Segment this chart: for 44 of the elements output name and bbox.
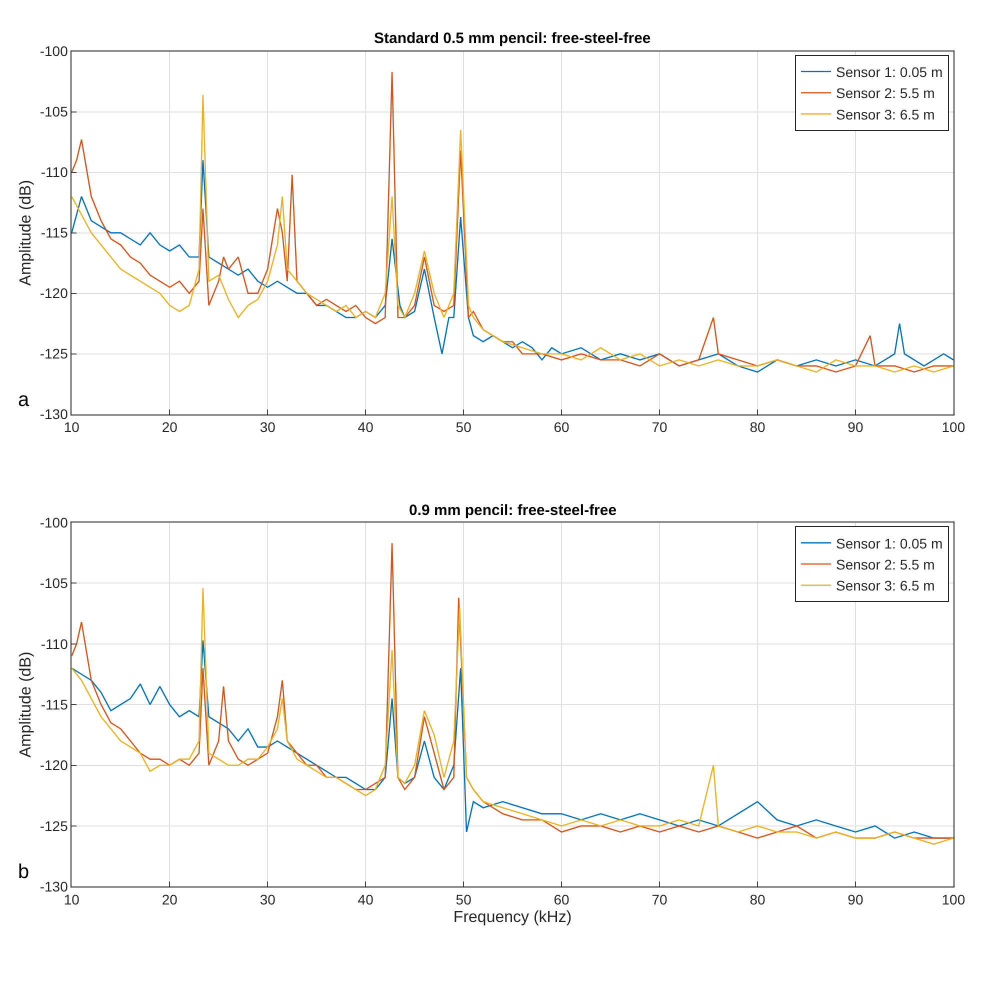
x-tick-label: 30 [260,419,276,436]
legend-label: Sensor 1: 0.05 m [836,64,943,80]
y-tick-label: -125 [40,818,68,834]
x-axis-title: Frequency (kHz) [453,909,572,926]
x-tick-label: 40 [358,891,374,908]
x-tick-label: 20 [162,891,178,908]
y-tick-label: -100 [40,514,68,530]
y-tick-label: -120 [40,757,68,774]
y-axis-title: Amplitude (dB) [18,652,35,758]
chart-title: 0.9 mm pencil: free-steel-free [409,502,617,519]
x-tick-label: 90 [848,891,864,908]
x-tick-label: 80 [750,891,766,908]
legend-label: Sensor 3: 6.5 m [836,106,935,122]
y-tick-label: -100 [40,43,68,60]
y-tick-label: -125 [40,346,68,362]
x-tick-label: 90 [848,419,864,436]
text: b [18,861,30,883]
text: a [18,389,30,411]
chart-title: Standard 0.5 mm pencil: free-steel-free [374,30,651,47]
y-tick-label: -115 [40,696,68,712]
x-tick-label: 60 [554,419,570,436]
line-series [72,160,954,373]
x-tick-label: 70 [652,891,668,908]
legend-label: Sensor 2: 5.5 m [836,556,935,572]
legend-label: Sensor 1: 0.05 m [836,535,943,552]
x-tick-label: 50 [456,891,472,908]
x-tick-label: 100 [942,419,966,436]
x-tick-label: 20 [162,419,178,436]
x-tick-label: 100 [942,891,966,908]
legend-label: Sensor 2: 5.5 m [836,85,935,102]
x-tick-label: 60 [554,891,570,908]
y-axis-title: Amplitude (dB) [18,180,35,286]
y-tick-label: -115 [40,224,68,241]
y-tick-label: -110 [40,164,68,180]
y-tick-label: -120 [40,285,68,302]
y-tick-label: -110 [40,636,68,652]
x-tick-label: 80 [750,419,766,436]
legend-label: Sensor 3: 6.5 m [836,578,935,594]
x-tick-label: 30 [260,891,276,908]
x-tick-label: 70 [652,419,668,436]
x-tick-label: 40 [358,419,374,436]
y-tick-label: -105 [40,104,68,120]
x-tick-label: 50 [456,419,472,436]
y-tick-label: -105 [40,575,68,592]
